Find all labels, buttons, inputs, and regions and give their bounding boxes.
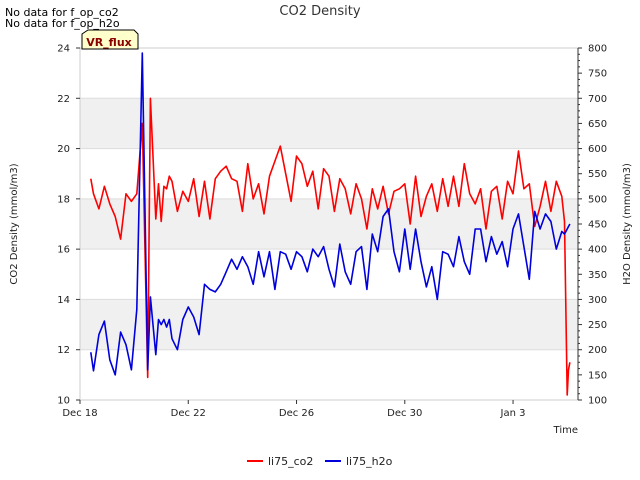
x-tick-label: Dec 26 (279, 408, 314, 419)
legend: li75_co2 li75_h2o (247, 455, 393, 468)
y2-tick-label: 700 (588, 94, 607, 105)
y2-tick-label: 150 (588, 370, 607, 381)
x-tick-label: Jan 3 (500, 408, 526, 419)
series-layer (90, 52, 571, 396)
y-tick-label: 12 (57, 345, 70, 356)
x-axis: Dec 18 Dec 22 Dec 26 Dec 30 Jan 3 (62, 400, 526, 419)
y2-tick-label: 550 (588, 169, 607, 180)
y2-tick-label: 800 (588, 44, 607, 55)
y2-tick-label: 200 (588, 345, 607, 356)
background-band (80, 98, 578, 149)
no-data-note-h2o: No data for f_op_h2o (5, 17, 120, 30)
y2-axis-title: H2O Density (mmol/m3) (622, 163, 633, 285)
y2-tick-label: 100 (588, 396, 607, 407)
series-line-li75-h2o (90, 52, 571, 376)
y2-tick-label: 400 (588, 245, 607, 256)
y-tick-label: 20 (57, 144, 70, 155)
y-tick-label: 16 (57, 245, 70, 256)
y2-tick-label: 250 (588, 320, 607, 331)
x-axis-title: Time (553, 425, 578, 436)
y-axis-right: 100 150 200 250 300 350 400 450 500 550 600 650 700 7… (577, 44, 607, 407)
x-tick-label: Dec 22 (171, 408, 206, 419)
x-tick-label: Dec 18 (62, 408, 97, 419)
series-line-li75-co2 (90, 97, 571, 396)
y-tick-label: 22 (57, 94, 70, 105)
y2-tick-label: 450 (588, 220, 607, 231)
y-axis-left: 10 12 14 16 18 20 22 24 (57, 44, 80, 407)
vr-flux-badge: VR_flux (81, 29, 139, 50)
y2-tick-label: 350 (588, 270, 607, 281)
background-band (80, 299, 578, 350)
y-tick-label: 14 (57, 295, 70, 306)
x-tick-label: Dec 30 (387, 408, 422, 419)
y-tick-label: 10 (57, 396, 70, 407)
y2-tick-label: 300 (588, 295, 607, 306)
y2-tick-label: 750 (588, 69, 607, 80)
y-tick-label: 18 (57, 194, 70, 205)
y2-tick-label: 650 (588, 119, 607, 130)
no-data-note-co2: No data for f_op_co2 (5, 6, 119, 19)
chart-title: CO2 Density (279, 4, 360, 19)
y2-tick-label: 500 (588, 194, 607, 205)
background-bands (80, 98, 578, 350)
y-axis-title: CO2 Density (mmol/m3) (9, 163, 20, 284)
legend-label-li75-h2o: li75_h2o (346, 455, 393, 468)
y-tick-label: 24 (57, 44, 70, 55)
y2-tick-label: 600 (588, 144, 607, 155)
vr-flux-badge-label: VR_flux (86, 36, 132, 49)
legend-label-li75-co2: li75_co2 (268, 455, 313, 468)
